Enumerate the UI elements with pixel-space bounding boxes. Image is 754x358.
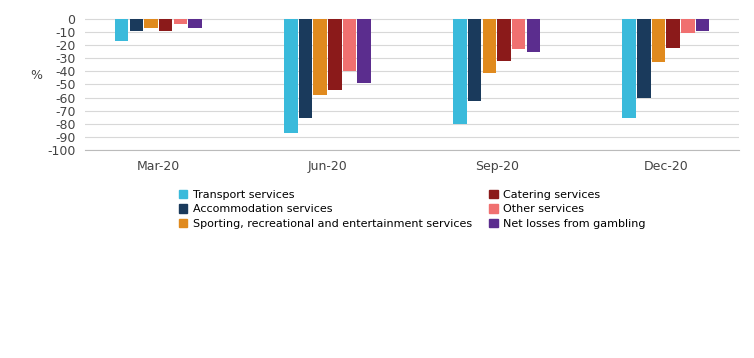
Bar	[498, 19, 510, 61]
Bar	[651, 19, 665, 62]
Legend: Transport services, Accommodation services, Sporting, recreational and entertain: Transport services, Accommodation servic…	[174, 185, 650, 233]
Bar	[130, 19, 143, 31]
Bar	[314, 19, 327, 95]
Bar	[681, 19, 694, 33]
Bar	[299, 19, 312, 118]
Bar	[115, 19, 128, 41]
Bar	[483, 19, 496, 73]
Bar	[468, 19, 482, 101]
Bar	[512, 19, 526, 49]
Bar	[159, 19, 173, 31]
Bar	[284, 19, 298, 133]
Bar	[623, 19, 636, 118]
Bar	[667, 19, 680, 48]
Bar	[526, 19, 540, 52]
Bar	[328, 19, 342, 90]
Bar	[453, 19, 467, 124]
Bar	[696, 19, 710, 31]
Bar	[173, 19, 187, 24]
Bar	[188, 19, 202, 28]
Bar	[144, 19, 158, 28]
Bar	[637, 19, 651, 97]
Bar	[343, 19, 357, 71]
Bar	[357, 19, 371, 83]
Y-axis label: %: %	[30, 69, 42, 82]
